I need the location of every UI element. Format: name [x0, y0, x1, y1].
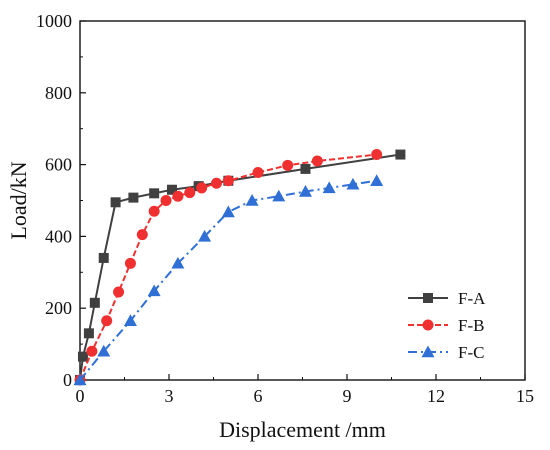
data-point	[136, 229, 148, 241]
data-point	[124, 257, 136, 269]
data-point	[98, 252, 109, 263]
ticks: 0 3 6 9 12 15 0 200 400 600 800 1000	[36, 11, 534, 406]
legend-label: F-B	[458, 316, 484, 335]
data-point	[198, 229, 212, 242]
data-point	[272, 189, 286, 202]
data-point	[245, 194, 259, 206]
data-point	[148, 205, 160, 217]
data-point	[166, 184, 177, 195]
x-tick-label: 9	[343, 386, 352, 406]
y-tick-label: 800	[45, 83, 72, 103]
data-point	[298, 185, 312, 197]
data-point	[210, 177, 222, 189]
legend-item-f-c: F-C	[408, 343, 484, 362]
data-point	[101, 315, 113, 327]
data-point	[128, 192, 139, 203]
y-tick-label: 600	[45, 155, 72, 175]
data-point	[322, 181, 336, 194]
data-point	[371, 149, 383, 161]
data-point	[89, 297, 100, 308]
y-tick-label: 400	[45, 226, 72, 246]
data-point	[160, 195, 172, 206]
data-point	[184, 187, 196, 199]
data-point	[172, 190, 184, 202]
legend-label: F-A	[458, 289, 486, 308]
y-tick-label: 0	[63, 370, 72, 390]
data-point	[123, 314, 137, 326]
legend: F-A F-B F-C	[408, 289, 486, 362]
data-point	[311, 155, 323, 167]
legend-item-f-a: F-A	[408, 289, 486, 308]
data-point	[171, 256, 185, 269]
data-point	[346, 177, 360, 190]
legend-marker	[423, 293, 433, 303]
data-point	[196, 182, 208, 194]
series-layer	[73, 149, 406, 386]
data-point	[77, 351, 88, 362]
data-point	[395, 149, 406, 160]
y-tick-label: 200	[45, 298, 72, 318]
data-point	[83, 328, 94, 339]
data-point	[252, 166, 264, 178]
data-point	[222, 175, 234, 187]
data-point	[300, 163, 311, 174]
y-axis-title: Load/kN	[6, 161, 31, 239]
x-axis-title: Displacement /mm	[219, 417, 386, 442]
data-point	[110, 197, 121, 208]
series-f-c	[73, 174, 384, 386]
data-point	[97, 344, 111, 357]
data-point	[221, 205, 235, 218]
legend-item-f-b: F-B	[408, 316, 484, 335]
legend-marker	[422, 319, 434, 331]
data-point	[113, 286, 125, 298]
x-tick-label: 6	[254, 386, 263, 406]
x-tick-label: 15	[516, 386, 534, 406]
legend-label: F-C	[458, 343, 484, 362]
series-f-b	[74, 149, 383, 386]
legend-marker	[421, 345, 435, 358]
x-tick-label: 12	[427, 386, 445, 406]
series-line	[79, 153, 377, 381]
data-point	[73, 373, 87, 386]
y-tick-label: 1000	[36, 11, 72, 31]
data-point	[282, 159, 294, 171]
data-point	[86, 345, 98, 357]
data-point	[370, 174, 384, 186]
x-tick-label: 0	[76, 386, 85, 406]
x-tick-label: 3	[165, 386, 174, 406]
data-point	[147, 284, 161, 297]
data-point	[149, 188, 160, 199]
